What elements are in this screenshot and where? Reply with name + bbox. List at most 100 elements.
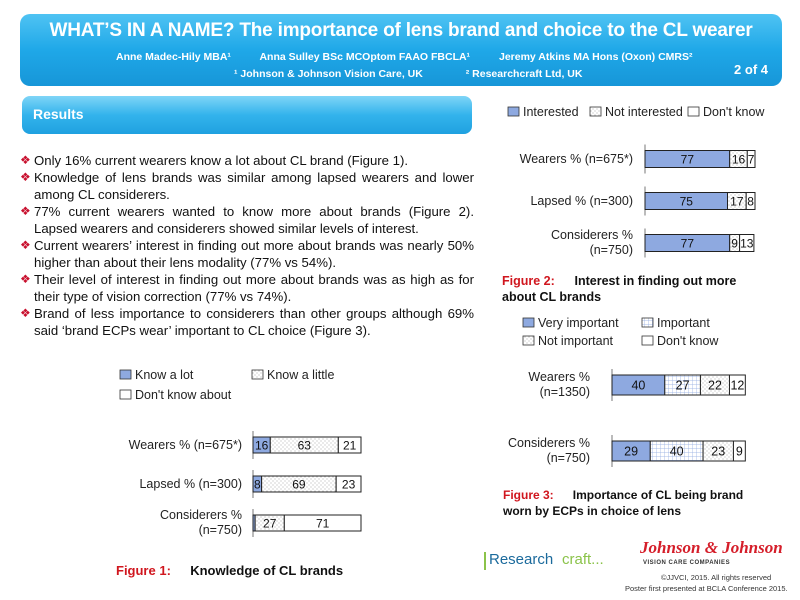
- bar-segment: [727, 192, 747, 210]
- category-label: Wearers % (n=675*): [520, 152, 633, 166]
- bar-segment: [611, 440, 651, 462]
- data-label: 23: [711, 445, 725, 459]
- bullet-text: Knowledge of lens brands was similar amo…: [34, 170, 474, 202]
- bar-segment: [728, 374, 746, 396]
- legend-swatch: [119, 389, 132, 400]
- legend-swatch: [507, 106, 520, 117]
- data-label: 16: [255, 439, 269, 453]
- presentation-note: Poster first presented at BCLA Conferenc…: [625, 584, 788, 593]
- bar-segment: [611, 374, 666, 396]
- bar-segment: [739, 234, 755, 252]
- bar-segment: [337, 436, 362, 454]
- data-label: 29: [624, 445, 638, 459]
- figure-caption-text: Interest in finding out more: [575, 274, 737, 288]
- figure-caption-text: Knowledge of CL brands: [190, 563, 343, 578]
- figure-caption-text: worn by ECPs in choice of lens: [502, 504, 681, 518]
- category-label: Wearers %: [528, 370, 590, 384]
- data-label: 69: [292, 478, 306, 492]
- data-label: 13: [740, 237, 754, 251]
- results-section-header: Results: [22, 96, 472, 134]
- legend-swatch: [522, 335, 535, 346]
- researchcraft-logo-text: craft...: [562, 551, 604, 568]
- bullet-text: Only 16% current wearers know a lot abou…: [34, 153, 409, 168]
- results-label: Results: [33, 106, 84, 122]
- category-label: (n=750): [590, 243, 633, 257]
- bar-segment: [283, 514, 362, 532]
- bar-segment: [252, 475, 263, 493]
- data-label: 8: [254, 478, 261, 492]
- figure-caption-label: Figure 3:: [503, 488, 554, 502]
- author-list: Anne Madec-Hily MBA¹ Anna Sulley BSc MCO…: [116, 51, 718, 63]
- bar-segment: [649, 440, 704, 462]
- data-label: 7: [748, 153, 755, 167]
- researchcraft-logo-text: Research: [489, 551, 554, 568]
- legend-label: Important: [657, 316, 710, 330]
- data-label: 77: [681, 153, 695, 167]
- researchcraft-bar-icon: [484, 552, 486, 570]
- diamond-bullet-icon: ❖: [20, 272, 31, 286]
- bar-segment: [644, 234, 731, 252]
- category-label: Lapsed % (n=300): [530, 194, 633, 208]
- diamond-bullet-icon: ❖: [20, 238, 31, 252]
- data-label: 8: [747, 195, 754, 209]
- bar-segment: [664, 374, 701, 396]
- legend-swatch: [687, 106, 700, 117]
- bar-segment: [269, 436, 339, 454]
- bar-segment: [261, 475, 337, 493]
- bullet-text: Their level of interest in finding out m…: [34, 272, 474, 304]
- data-label: 23: [342, 478, 356, 492]
- bar-segment: [335, 475, 362, 493]
- data-label: 27: [676, 379, 690, 393]
- legend-swatch: [641, 317, 654, 328]
- legend-swatch: [251, 369, 264, 380]
- category-label: (n=1350): [540, 385, 590, 399]
- legend-label: Not interested: [605, 105, 683, 119]
- bullet-text: Brand of less importance to considerers …: [34, 306, 474, 338]
- legend-label: Don't know about: [135, 388, 232, 402]
- author: Anne Madec-Hily MBA¹: [116, 51, 231, 63]
- jnj-logo-subtitle: VISION CARE COMPANIES: [643, 560, 731, 566]
- category-label: (n=750): [199, 523, 242, 537]
- category-label: Considerers %: [508, 436, 590, 450]
- data-label: 16: [732, 153, 746, 167]
- data-label: 12: [730, 379, 744, 393]
- data-label: 40: [631, 379, 645, 393]
- legend-swatch: [641, 335, 654, 346]
- legend-label: Interested: [523, 105, 579, 119]
- jnj-logo: Johnson & Johnson: [640, 538, 783, 557]
- figure-caption-label: Figure 2:: [502, 274, 555, 288]
- affiliation: ² Researchcraft Ltd, UK: [465, 68, 583, 80]
- category-label: Wearers % (n=675*): [129, 438, 242, 452]
- bar-segment: [699, 374, 730, 396]
- bar-segment: [732, 440, 746, 462]
- author: Anna Sulley BSc MCOptom FAAO FBCLA¹: [259, 51, 471, 63]
- bullet-item: ❖ Their level of interest in finding out …: [20, 271, 474, 305]
- figure-caption-text: about CL brands: [502, 290, 601, 304]
- data-label: 27: [263, 517, 277, 531]
- affiliation: ¹ Johnson & Johnson Vision Care, UK: [234, 68, 423, 80]
- legend-swatch: [119, 369, 132, 380]
- legend-label: Not important: [538, 334, 614, 348]
- legend-label: Don't know: [657, 334, 719, 348]
- data-label: 75: [680, 195, 694, 209]
- category-label: Considerers %: [160, 508, 242, 522]
- legend-swatch: [589, 106, 602, 117]
- bar-segment: [745, 192, 756, 210]
- diamond-bullet-icon: ❖: [20, 170, 31, 184]
- legend-label: Very important: [538, 316, 619, 330]
- data-label: 40: [670, 445, 684, 459]
- bullet-text: Current wearers’ interest in finding out…: [34, 238, 474, 270]
- page-indicator: 2 of 4: [734, 62, 768, 77]
- data-label: 9: [736, 445, 743, 459]
- diamond-bullet-icon: ❖: [20, 306, 31, 320]
- bullet-item: ❖ 77% current wearers wanted to know more…: [20, 203, 474, 237]
- data-label: 2: [254, 517, 261, 531]
- poster-title: WHAT’S IN A NAME? The importance of lens…: [49, 20, 753, 41]
- poster-header: WHAT’S IN A NAME? The importance of lens…: [20, 14, 782, 86]
- category-label: Considerers %: [551, 228, 633, 242]
- bar-segment: [729, 234, 741, 252]
- data-label: 63: [298, 439, 312, 453]
- data-label: 71: [316, 517, 330, 531]
- legend-label: Don't know: [703, 105, 765, 119]
- data-label: 77: [681, 237, 695, 251]
